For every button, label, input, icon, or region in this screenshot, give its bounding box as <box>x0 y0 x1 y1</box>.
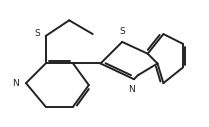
Text: N: N <box>129 85 135 94</box>
Text: S: S <box>119 27 125 36</box>
Text: N: N <box>12 79 19 88</box>
Text: S: S <box>34 29 40 38</box>
